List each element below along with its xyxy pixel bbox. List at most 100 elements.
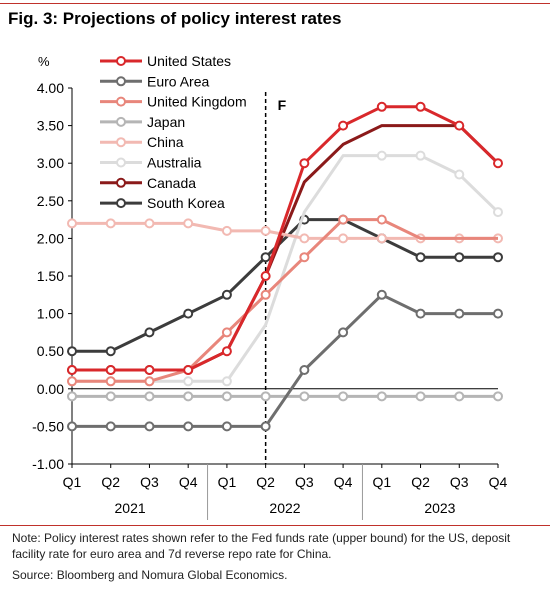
data-point <box>454 308 465 319</box>
data-point <box>144 365 155 375</box>
data-point <box>105 218 116 229</box>
data-point <box>338 327 349 338</box>
legend-label: Japan <box>147 114 185 130</box>
y-tick-label: 2.50 <box>37 193 64 209</box>
data-point <box>105 346 116 357</box>
data-point <box>338 233 349 244</box>
data-point <box>260 225 271 236</box>
series-line <box>72 218 498 353</box>
legend-swatch-marker <box>116 96 126 107</box>
year-label: 2022 <box>269 500 300 516</box>
data-point <box>260 271 271 281</box>
y-tick-label: 1.50 <box>37 268 64 284</box>
data-point <box>415 308 426 319</box>
data-point <box>415 252 426 263</box>
data-point <box>415 101 426 112</box>
data-point <box>67 346 77 357</box>
y-tick-label: 1.00 <box>37 306 64 322</box>
x-tick-label: Q1 <box>372 474 391 490</box>
data-point <box>221 289 232 300</box>
legend-label: United Kingdom <box>147 94 247 110</box>
chart-title: Fig. 3: Projections of policy interest r… <box>8 9 342 28</box>
data-point <box>299 391 310 402</box>
legend-label: China <box>147 134 184 150</box>
data-point <box>493 158 503 169</box>
top-rule <box>0 3 550 4</box>
legend-swatch-marker <box>116 137 126 148</box>
data-point <box>493 207 503 218</box>
data-point <box>260 252 271 263</box>
y-tick-label: 0.50 <box>37 343 64 359</box>
y-tick-label: -1.00 <box>32 456 64 472</box>
x-tick-label: Q3 <box>140 474 159 490</box>
data-point <box>144 218 155 229</box>
series-line <box>72 105 500 372</box>
legend-swatch-marker <box>116 198 126 209</box>
legend-swatch-marker <box>116 177 126 188</box>
data-point <box>454 169 465 180</box>
legend-label: South Korea <box>147 195 225 211</box>
x-tick-label: Q3 <box>295 474 314 490</box>
data-point <box>493 391 503 402</box>
data-point <box>67 421 77 432</box>
x-tick-label: Q4 <box>334 474 353 490</box>
year-label: 2023 <box>424 500 455 516</box>
x-tick-label: Q2 <box>411 474 430 490</box>
data-point <box>105 421 116 432</box>
legend-swatch-marker <box>116 116 126 127</box>
data-point <box>376 391 387 402</box>
data-point <box>454 252 465 263</box>
line-chart: % 4.00 3.50 3.00 2.50 2.00 1.50 1.00 0.50 0.00 -0.… <box>32 53 508 520</box>
y-axis-unit-label: % <box>38 54 50 69</box>
data-point <box>376 233 387 244</box>
year-label: 2021 <box>115 500 146 516</box>
legend-swatch-marker <box>116 56 126 66</box>
data-point <box>105 365 116 375</box>
data-point <box>67 391 77 402</box>
data-point <box>454 120 465 131</box>
y-tick-label: 0.00 <box>37 381 64 397</box>
legend-label: Euro Area <box>147 73 209 89</box>
data-point <box>338 120 349 131</box>
data-point <box>376 150 387 161</box>
y-tick-label: 2.00 <box>37 230 64 246</box>
data-point <box>105 391 116 402</box>
data-point <box>67 218 77 229</box>
legend-swatch-marker <box>116 157 126 168</box>
data-point <box>260 391 271 402</box>
data-point <box>338 391 349 402</box>
data-point <box>183 308 194 319</box>
data-point <box>183 391 194 402</box>
data-point <box>221 327 232 338</box>
y-tick-label: -0.50 <box>32 418 64 434</box>
bottom-rule <box>0 525 550 526</box>
data-point <box>183 421 194 432</box>
data-point <box>221 346 232 357</box>
data-point <box>144 421 155 432</box>
x-tick-label: Q4 <box>179 474 198 490</box>
x-tick-label: Q1 <box>218 474 237 490</box>
data-point <box>299 158 310 169</box>
data-point <box>221 376 232 387</box>
data-point <box>260 421 271 432</box>
data-point <box>376 289 387 300</box>
legend-swatch-marker <box>116 76 126 87</box>
data-point <box>183 218 194 229</box>
series-line <box>72 293 498 428</box>
x-tick-label: Q1 <box>63 474 82 490</box>
series-line <box>72 154 500 383</box>
data-point <box>299 365 310 375</box>
legend-label: Canada <box>147 175 196 191</box>
data-point <box>67 376 77 387</box>
data-point <box>260 289 271 300</box>
data-point <box>144 391 155 402</box>
forecast-label: F <box>278 97 287 113</box>
data-point <box>376 101 387 112</box>
chart-source: Source: Bloomberg and Nomura Global Econ… <box>12 568 288 582</box>
y-tick-label: 3.50 <box>37 118 64 134</box>
data-point <box>183 376 194 387</box>
data-point <box>144 376 155 387</box>
data-point <box>338 214 349 225</box>
x-tick-label: Q3 <box>450 474 469 490</box>
chart-note: Note: Policy interest rates shown refer … <box>12 531 511 561</box>
